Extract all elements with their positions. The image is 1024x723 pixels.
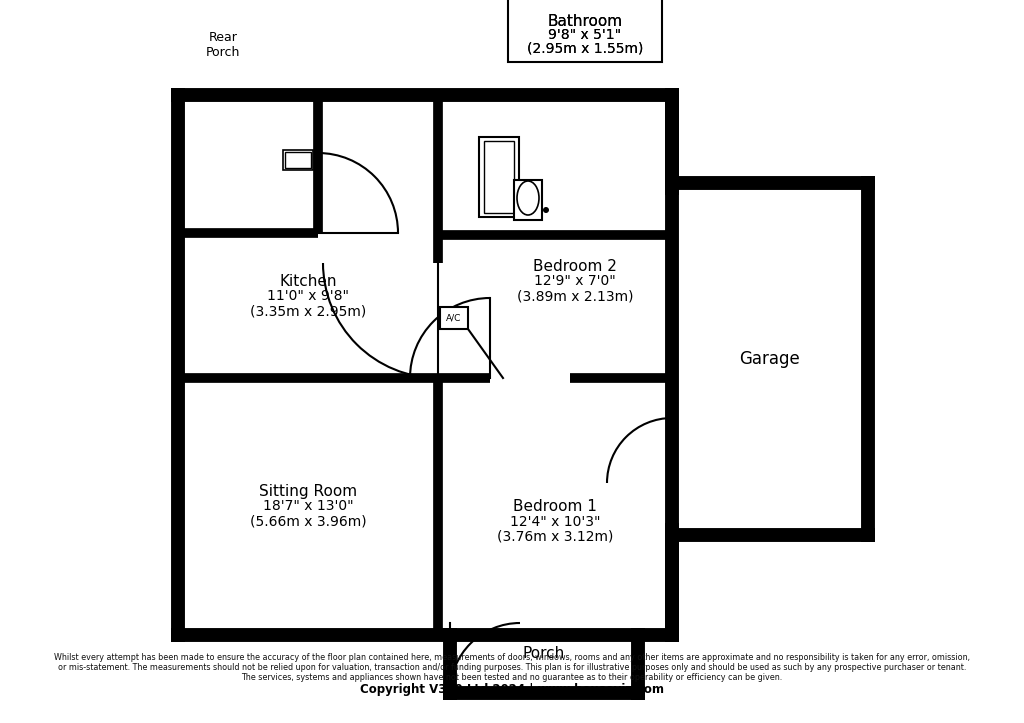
Text: (3.89m x 2.13m): (3.89m x 2.13m) xyxy=(517,290,633,304)
Bar xyxy=(443,686,457,700)
Bar xyxy=(665,628,679,642)
Text: 9'8" x 5'1": 9'8" x 5'1" xyxy=(549,28,622,42)
Text: Kitchen: Kitchen xyxy=(280,273,337,288)
Bar xyxy=(358,90,428,100)
Bar xyxy=(863,283,873,438)
FancyBboxPatch shape xyxy=(508,0,662,62)
Bar xyxy=(665,176,679,190)
Bar xyxy=(514,180,542,220)
Text: The services, systems and appliances shown have not been tested and no guarantee: The services, systems and appliances sho… xyxy=(242,672,782,682)
Text: Bedroom 1: Bedroom 1 xyxy=(513,499,597,513)
Text: (2.95m x 1.55m): (2.95m x 1.55m) xyxy=(526,42,643,56)
Bar xyxy=(283,150,313,170)
Bar xyxy=(861,176,874,190)
Text: 12'4" x 10'3": 12'4" x 10'3" xyxy=(510,515,600,529)
Bar xyxy=(440,307,468,329)
Ellipse shape xyxy=(517,181,539,215)
Text: Sitting Room: Sitting Room xyxy=(259,484,357,499)
Bar xyxy=(198,630,298,640)
Text: Garage: Garage xyxy=(739,350,801,368)
Bar xyxy=(570,90,658,100)
Bar xyxy=(171,628,185,642)
Text: 12'9" x 7'0": 12'9" x 7'0" xyxy=(535,275,615,288)
Text: 18'7" x 13'0": 18'7" x 13'0" xyxy=(263,500,353,513)
Text: Rear
Porch: Rear Porch xyxy=(206,31,241,59)
Text: or mis-statement. The measurements should not be relied upon for valuation, tran: or mis-statement. The measurements shoul… xyxy=(57,662,967,672)
Text: Porch: Porch xyxy=(523,646,565,662)
Bar xyxy=(479,137,519,217)
Text: Bathroom: Bathroom xyxy=(548,14,623,28)
Bar xyxy=(173,488,183,568)
Bar xyxy=(861,528,874,542)
Bar xyxy=(538,630,630,640)
Circle shape xyxy=(543,207,549,213)
Text: Whilst every attempt has been made to ensure the accuracy of the floor plan cont: Whilst every attempt has been made to en… xyxy=(54,652,970,662)
Text: 9'8" x 5'1": 9'8" x 5'1" xyxy=(549,28,622,42)
Text: Copyright V360 Ltd 2024 | www.houseviz.com: Copyright V360 Ltd 2024 | www.houseviz.c… xyxy=(360,683,664,696)
Bar xyxy=(171,88,185,102)
Bar xyxy=(665,528,679,542)
Bar xyxy=(484,141,514,213)
Bar xyxy=(443,628,457,642)
Bar xyxy=(631,686,645,700)
Text: (5.66m x 3.96m): (5.66m x 3.96m) xyxy=(250,515,367,529)
Text: Bedroom 2: Bedroom 2 xyxy=(534,259,616,273)
Text: 11'0" x 9'8": 11'0" x 9'8" xyxy=(267,289,349,304)
Text: (3.35m x 2.95m): (3.35m x 2.95m) xyxy=(250,305,367,319)
Bar xyxy=(665,88,679,102)
Bar xyxy=(285,152,311,168)
Text: A/C: A/C xyxy=(446,314,462,322)
Bar xyxy=(700,178,810,188)
Bar xyxy=(631,628,645,642)
Text: Bathroom: Bathroom xyxy=(548,14,623,28)
Text: (3.76m x 3.12m): (3.76m x 3.12m) xyxy=(497,530,613,544)
Text: (2.95m x 1.55m): (2.95m x 1.55m) xyxy=(526,42,643,56)
